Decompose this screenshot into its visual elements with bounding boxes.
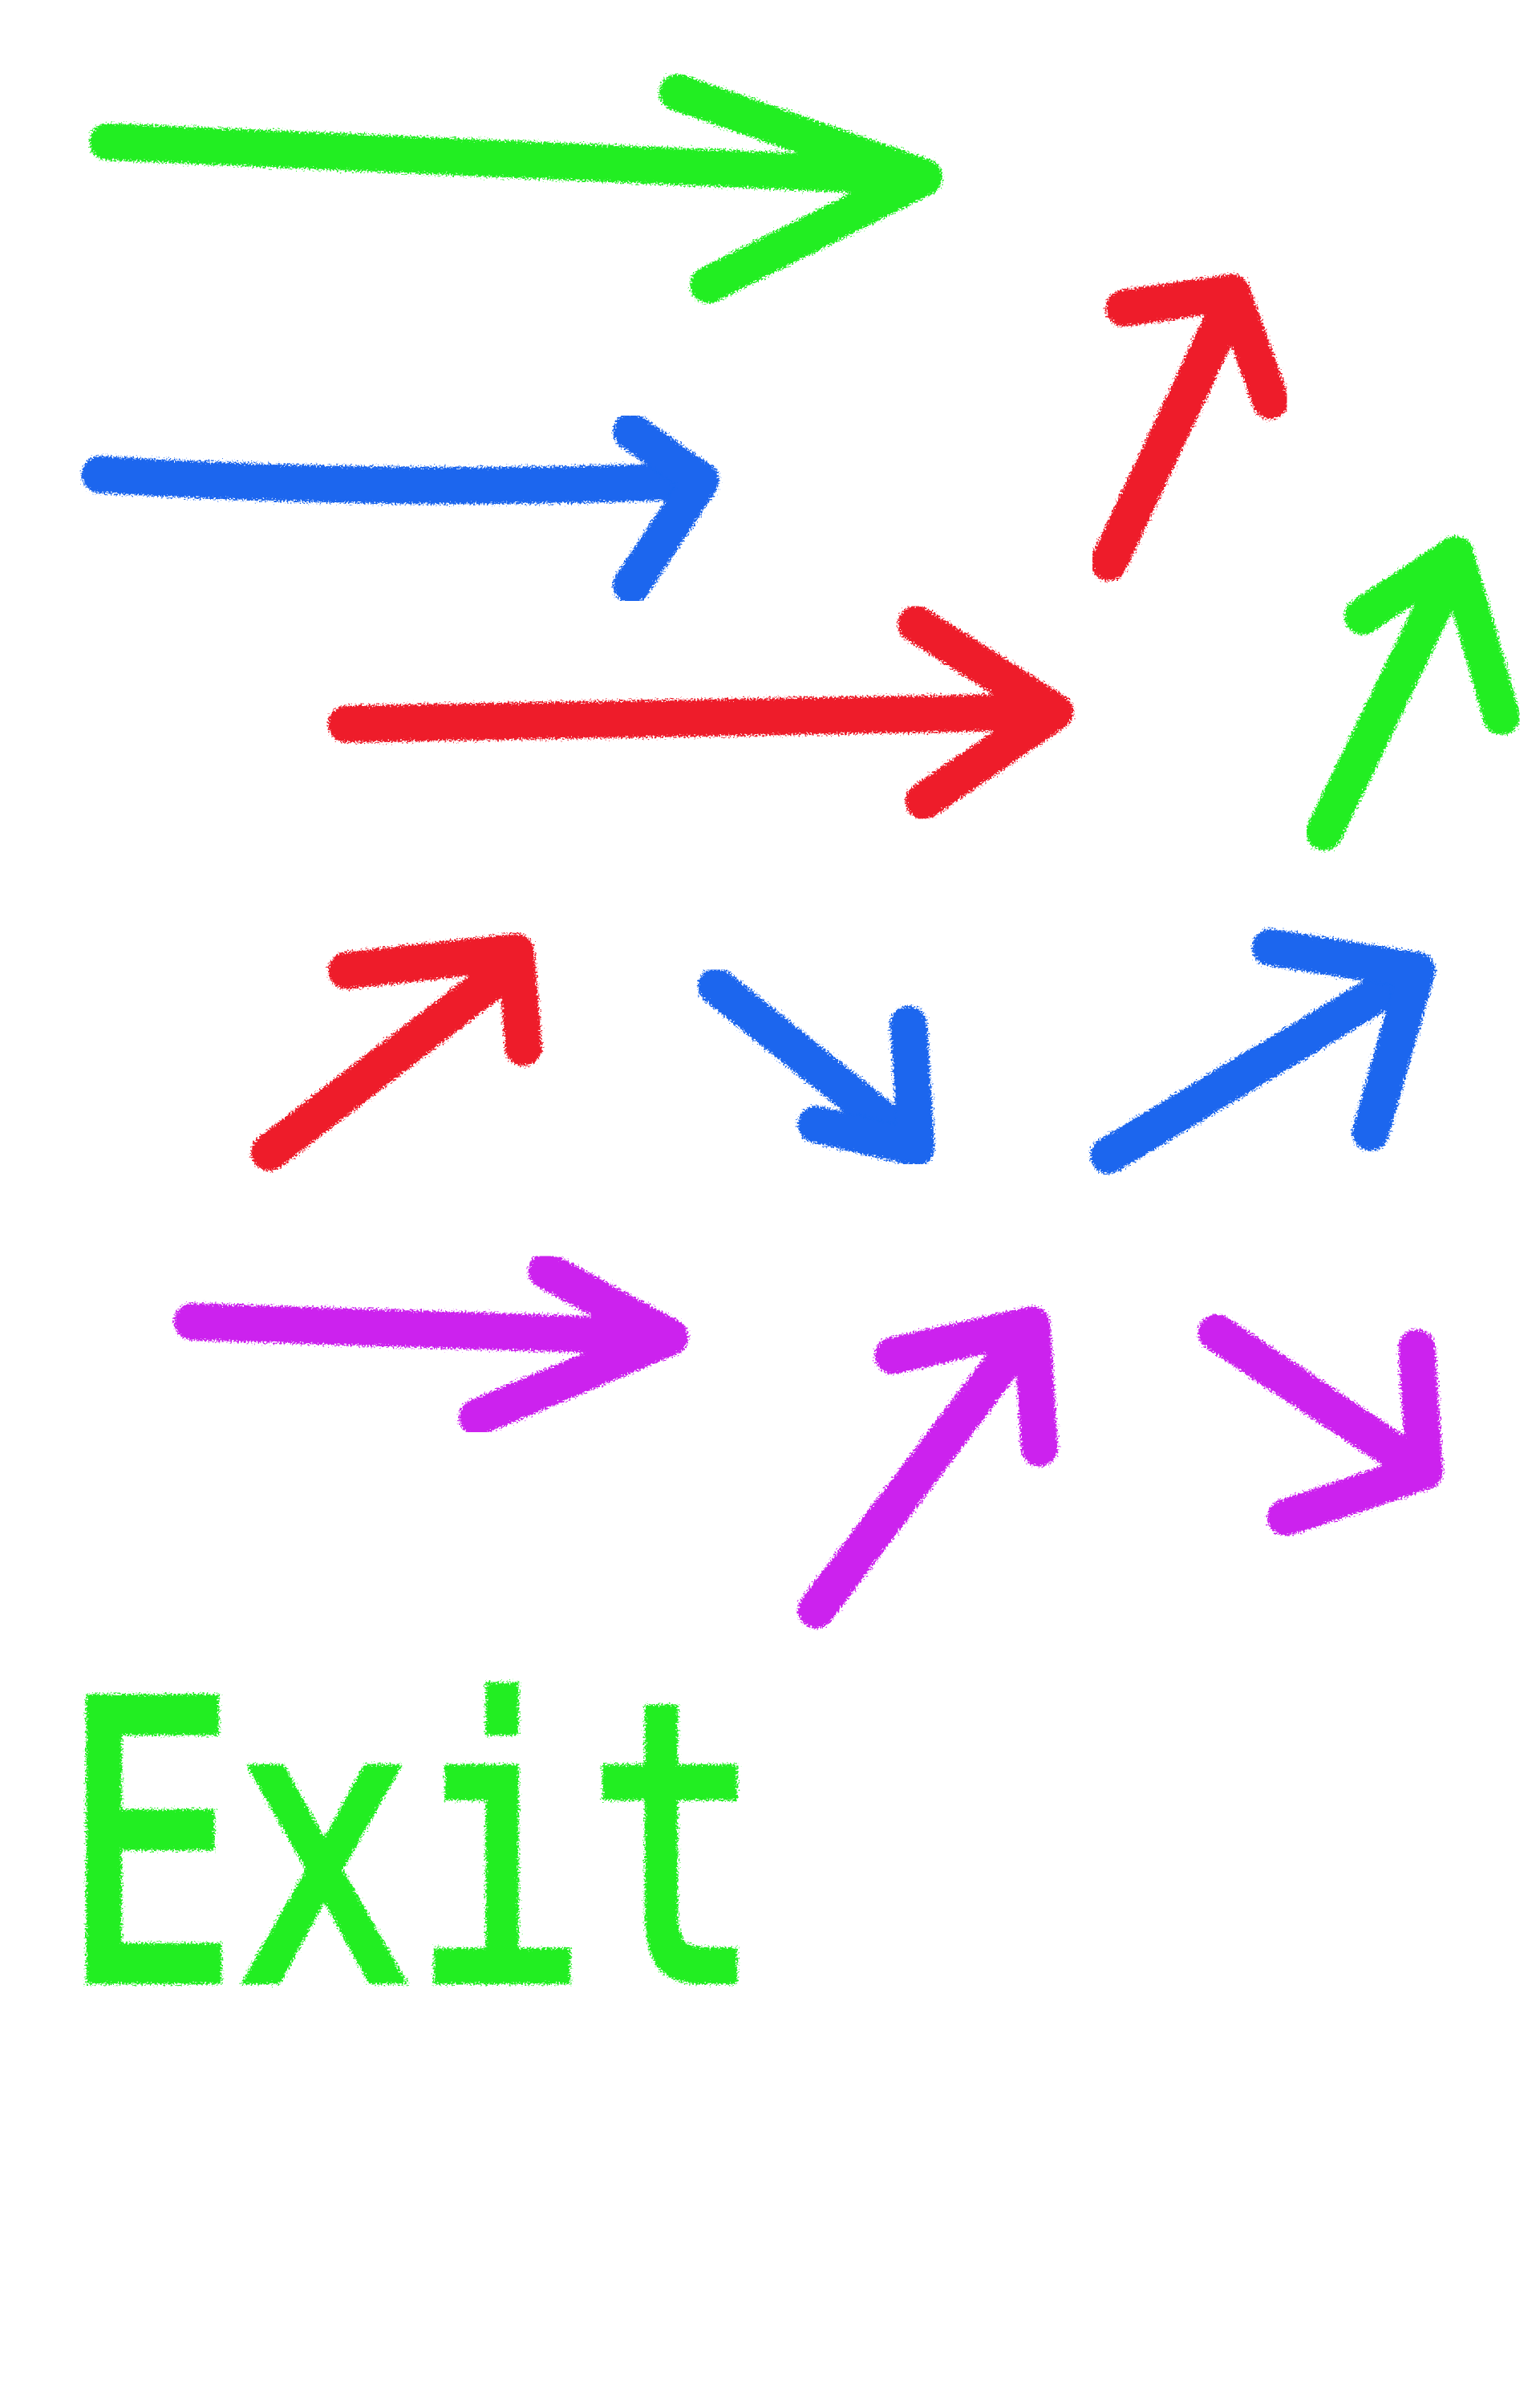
exit-button[interactable]: Exit bbox=[57, 1618, 767, 2076]
arrow bbox=[1198, 1313, 1444, 1536]
arrow bbox=[81, 412, 719, 604]
arrow bbox=[1090, 274, 1290, 581]
arrow bbox=[1306, 536, 1521, 850]
arrow bbox=[697, 967, 935, 1167]
arrow bbox=[1090, 928, 1436, 1175]
arrow bbox=[173, 1252, 689, 1436]
arrow bbox=[250, 933, 542, 1171]
arrow bbox=[89, 74, 943, 304]
arrow bbox=[797, 1306, 1059, 1629]
arrow bbox=[327, 605, 1074, 820]
